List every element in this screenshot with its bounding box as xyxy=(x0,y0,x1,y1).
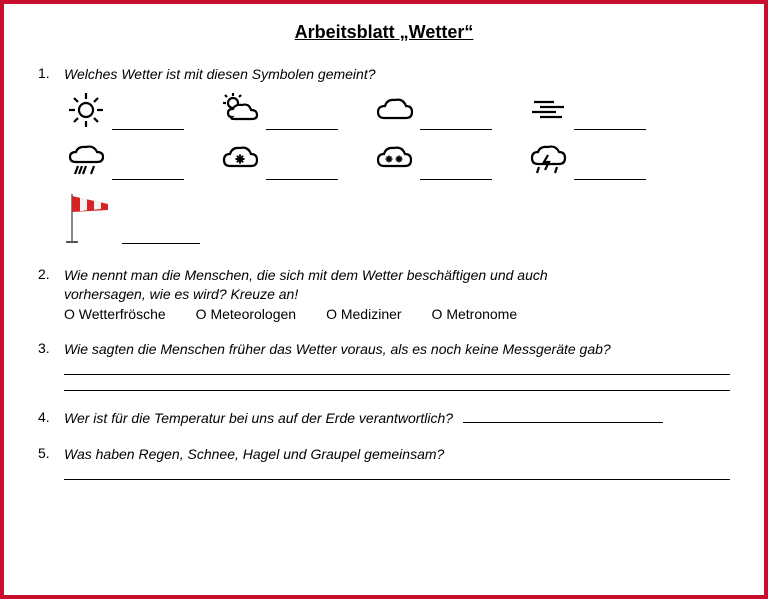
q2-opt2[interactable]: O Meteorologen xyxy=(196,306,296,322)
q2-opt3[interactable]: O Mediziner xyxy=(326,306,401,322)
q3-blank1[interactable] xyxy=(64,361,730,375)
page-title: Arbeitsblatt „Wetter“ xyxy=(38,22,730,43)
icon-row-1 xyxy=(64,90,730,130)
q3-text: Wie sagten die Menschen früher das Wette… xyxy=(64,340,611,359)
blank-rain[interactable] xyxy=(112,166,184,180)
q2-line2: vorhersagen, wie es wird? Kreuze an! xyxy=(64,286,298,302)
q2-text: Wie nennt man die Menschen, die sich mit… xyxy=(64,266,548,304)
question-3: 3. Wie sagten die Menschen früher das We… xyxy=(38,340,730,359)
q3-blank-row1 xyxy=(64,361,730,375)
blank-sun[interactable] xyxy=(112,116,184,130)
blank-fog[interactable] xyxy=(574,116,646,130)
q4-blank[interactable] xyxy=(463,411,663,423)
q5-blank[interactable] xyxy=(64,466,730,480)
q1-text: Welches Wetter ist mit diesen Symbolen g… xyxy=(64,65,376,84)
icon-snow-cell xyxy=(218,140,338,180)
blank-windsock[interactable] xyxy=(122,230,200,244)
thunder-rain-icon xyxy=(526,140,570,180)
question-4: 4. Wer ist für die Temperatur bei uns au… xyxy=(38,409,730,428)
question-1: 1. Welches Wetter ist mit diesen Symbole… xyxy=(38,65,730,84)
icon-cloud-cell xyxy=(372,90,492,130)
q3-blank2[interactable] xyxy=(64,377,730,391)
fog-icon xyxy=(526,90,570,130)
icon-sun-cell xyxy=(64,90,184,130)
q5-number: 5. xyxy=(38,445,64,461)
q4-text-span: Wer ist für die Temperatur bei uns auf d… xyxy=(64,410,453,426)
icon-rain-cell xyxy=(64,140,184,180)
cloud-icon xyxy=(372,90,416,130)
icon-suncloud-cell xyxy=(218,90,338,130)
blank-snow[interactable] xyxy=(266,166,338,180)
q5-text: Was haben Regen, Schnee, Hagel und Graup… xyxy=(64,445,444,464)
blank-cloud[interactable] xyxy=(420,116,492,130)
q2-number: 2. xyxy=(38,266,64,282)
icon-thunder-cell xyxy=(526,140,646,180)
snow-icon xyxy=(218,140,262,180)
icon-row-3 xyxy=(64,190,730,244)
windsock-icon xyxy=(64,190,112,244)
rain-icon xyxy=(64,140,108,180)
q2-opt4[interactable]: O Metronome xyxy=(432,306,518,322)
worksheet-frame: Arbeitsblatt „Wetter“ 1. Welches Wetter … xyxy=(0,0,768,599)
q3-blank-row2 xyxy=(64,377,730,391)
question-2: 2. Wie nennt man die Menschen, die sich … xyxy=(38,266,730,304)
q5-blank-row xyxy=(64,466,730,480)
blank-suncloud[interactable] xyxy=(266,116,338,130)
q2-options: O Wetterfrösche O Meteorologen O Medizin… xyxy=(64,306,730,322)
blank-thunder[interactable] xyxy=(574,166,646,180)
q2-line1: Wie nennt man die Menschen, die sich mit… xyxy=(64,267,548,283)
blank-heavysnow[interactable] xyxy=(420,166,492,180)
icon-row-2 xyxy=(64,140,730,180)
q3-number: 3. xyxy=(38,340,64,356)
q1-number: 1. xyxy=(38,65,64,81)
q2-opt1[interactable]: O Wetterfrösche xyxy=(64,306,166,322)
sun-cloud-icon xyxy=(218,90,262,130)
question-5: 5. Was haben Regen, Schnee, Hagel und Gr… xyxy=(38,445,730,464)
sun-icon xyxy=(64,90,108,130)
icon-fog-cell xyxy=(526,90,646,130)
heavy-snow-icon xyxy=(372,140,416,180)
q4-number: 4. xyxy=(38,409,64,425)
icon-heavysnow-cell xyxy=(372,140,492,180)
q4-text: Wer ist für die Temperatur bei uns auf d… xyxy=(64,409,663,428)
